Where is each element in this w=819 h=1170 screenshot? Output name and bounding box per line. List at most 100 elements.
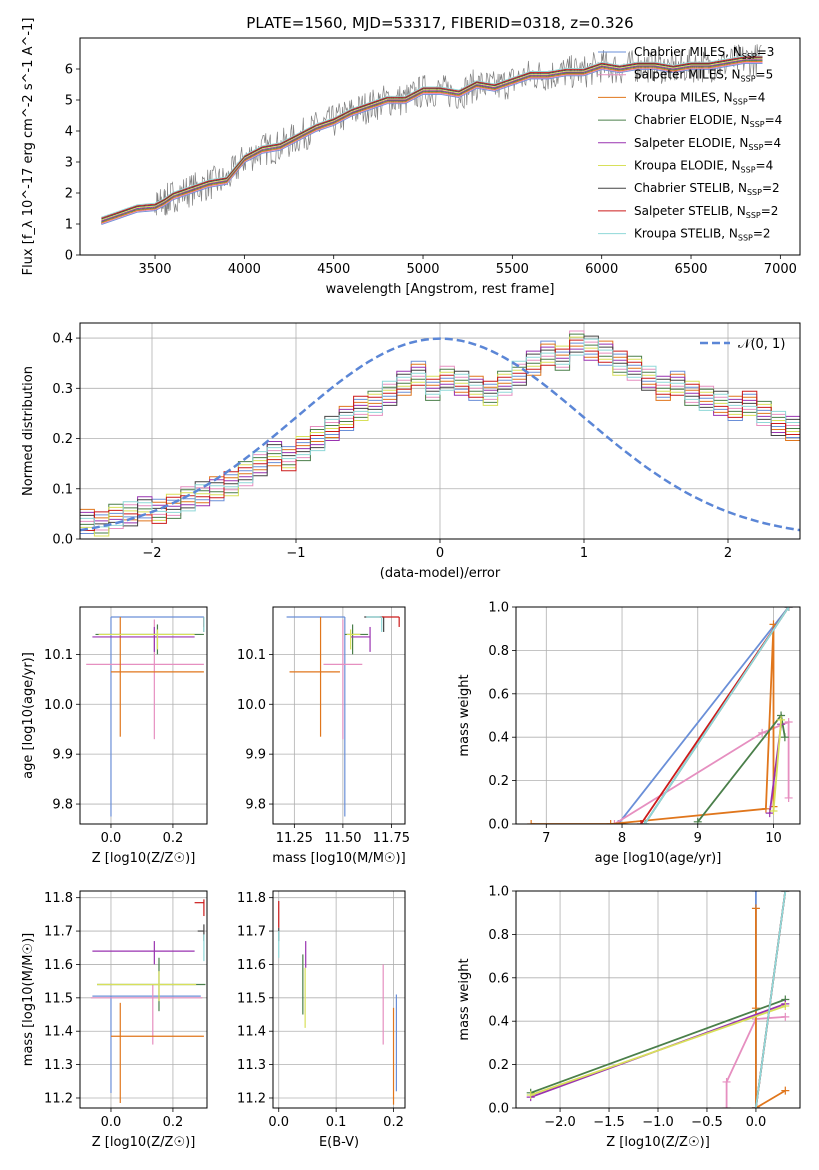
x-tick-label: 5500	[496, 262, 529, 277]
weight-line-5	[772, 719, 782, 812]
x-tick-label: −1.0	[642, 1115, 674, 1130]
y-tick-label: 9.9	[52, 748, 73, 763]
plot-area	[278, 901, 397, 1105]
x-tick-label: 11.50	[324, 831, 361, 846]
y-tick-label: 3	[65, 156, 73, 171]
plus-marker	[784, 793, 793, 802]
x-tick-label: 6000	[585, 262, 618, 277]
plus-marker	[769, 806, 778, 815]
y-tick-label: 0.4	[488, 731, 509, 746]
x-axis-label: Z [log10(Z/Z☉)]	[92, 851, 196, 866]
grid	[516, 606, 800, 825]
y-tick-label: 2	[65, 187, 73, 202]
y-tick-label: 10.0	[44, 698, 73, 713]
ticks: 0.0 0.2 11.2 11.3 11.4 11.5 11.6 11.7 11.8	[44, 891, 183, 1130]
model-line-0	[101, 62, 763, 226]
normal-reference-curve	[80, 337, 800, 532]
plot-area	[80, 330, 800, 537]
plus-marker	[751, 1104, 760, 1108]
plus-marker	[784, 607, 793, 611]
plot-area	[86, 616, 205, 817]
plot-area	[527, 607, 793, 824]
plus-marker	[640, 820, 649, 824]
plus-marker	[606, 820, 615, 824]
y-tick-label: 11.8	[237, 891, 266, 906]
ticks: 3500 4000 4500 5000 5500 6000 6500 7000 0 1 2 3 4 5 6	[65, 63, 797, 278]
chart-spectrum: 3500 4000 4500 5000 5500 6000 6500 7000 0 1 2 3 4 5 6 w…	[21, 18, 801, 297]
y-tick-label: 1.0	[488, 601, 509, 616]
x-axis-label: age [log10(age/yr)]	[595, 851, 722, 866]
y-tick-label: 10.1	[237, 648, 266, 663]
y-tick-label: 0	[65, 249, 73, 264]
model-line-7	[101, 56, 763, 219]
y-tick-label: 11.6	[237, 958, 266, 973]
weight-line-2	[755, 908, 786, 1108]
grid	[516, 890, 800, 1109]
plot-area	[526, 891, 790, 1108]
x-tick-label: 10	[765, 831, 782, 846]
x-tick-label: −1	[286, 546, 305, 561]
axes-frame	[79, 37, 801, 256]
plot-area	[101, 44, 763, 226]
legend-label: Salpeter MILES, NSSP=5	[634, 68, 773, 84]
x-tick-label: 7	[542, 831, 550, 846]
x-tick-label: 0.1	[326, 1115, 347, 1130]
y-tick-label: 11.7	[237, 925, 266, 940]
y-axis-label: mass weight	[457, 958, 472, 1040]
weight-line-3	[530, 998, 786, 1094]
plus-marker	[777, 715, 786, 724]
y-axis-label: mass weight	[457, 674, 472, 756]
y-tick-label: 0.0	[488, 1102, 509, 1117]
y-tick-label: 11.6	[44, 958, 73, 973]
grid	[80, 607, 207, 824]
chart-mass-vs-EBV: 0.0 0.1 0.2 11.2 11.3 11.4 11.5 11.6 11.7 11.8 E(B…	[237, 890, 406, 1150]
y-axis-label: age [log10(age/yr)]	[21, 652, 36, 779]
x-tick-label: −1.5	[593, 1115, 625, 1130]
axes-frame	[272, 606, 406, 825]
x-tick-label: 6500	[674, 262, 707, 277]
x-tick-label: 0.2	[163, 1115, 184, 1130]
plot-area	[90, 899, 206, 1103]
plus-marker	[784, 718, 793, 727]
plus-marker	[781, 1086, 790, 1095]
y-tick-label: 0.8	[488, 928, 509, 943]
y-tick-label: 6	[65, 63, 73, 78]
chart-age-vs-Z: 0.0 0.2 9.8 9.9 10.0 10.1 Z [log10(Z/Z☉)] age […	[21, 606, 208, 866]
plus-marker	[765, 809, 774, 818]
y-tick-label: 11.2	[44, 1091, 73, 1106]
y-tick-label: 0.4	[488, 1015, 509, 1030]
plus-marker	[693, 817, 702, 824]
chart-weight-vs-age: 7 8 9 10 0.0 0.2 0.4 0.6 0.8 1.0 age [log10(age/yr…	[457, 601, 801, 866]
y-tick-label: 11.7	[44, 925, 73, 940]
ticks: 7 8 9 10 0.0 0.2 0.4 0.6 0.8 1.0	[488, 601, 781, 847]
x-tick-label: 4000	[228, 262, 261, 277]
plot-area	[286, 616, 400, 817]
y-tick-label: 5	[65, 94, 73, 109]
x-axis-label: wavelength [Angstrom, rest frame]	[326, 282, 555, 297]
y-tick-label: 9.8	[52, 798, 73, 813]
histogram-step-8	[80, 338, 800, 528]
x-axis-label: E(B-V)	[319, 1135, 359, 1150]
y-tick-label: 0.2	[52, 432, 73, 447]
axes-frame	[272, 890, 406, 1109]
histogram-step-5	[80, 336, 800, 537]
y-tick-label: 11.5	[237, 991, 266, 1006]
legend-label: Salpeter STELIB, NSSP=2	[634, 204, 778, 220]
y-tick-label: 11.2	[237, 1091, 266, 1106]
plus-marker	[722, 1077, 731, 1086]
x-axis-label: Z [log10(Z/Z☉)]	[92, 1135, 196, 1150]
legend-label: Salpeter ELODIE, NSSP=4	[634, 136, 781, 152]
legend-label: Chabrier ELODIE, NSSP=4	[634, 113, 782, 129]
weight-line-8	[755, 891, 787, 1108]
ticks: 0.0 0.1 0.2 11.2 11.3 11.4 11.5 11.6 11.7 11.8	[237, 891, 404, 1130]
plus-marker	[781, 1012, 790, 1021]
legend-label: Kroupa MILES, NSSP=4	[634, 90, 765, 106]
legend-label: Chabrier STELIB, NSSP=2	[634, 181, 780, 197]
weight-line-2	[531, 624, 775, 824]
y-tick-label: 0.6	[488, 687, 509, 702]
chart-residuals: −2 −1 0 1 2 0.0 0.1 0.2 0.3 0.4 (data-model)/error…	[21, 322, 801, 581]
model-line-5	[101, 58, 763, 221]
x-tick-label: −2	[142, 546, 161, 561]
x-tick-label: −0.5	[691, 1115, 723, 1130]
